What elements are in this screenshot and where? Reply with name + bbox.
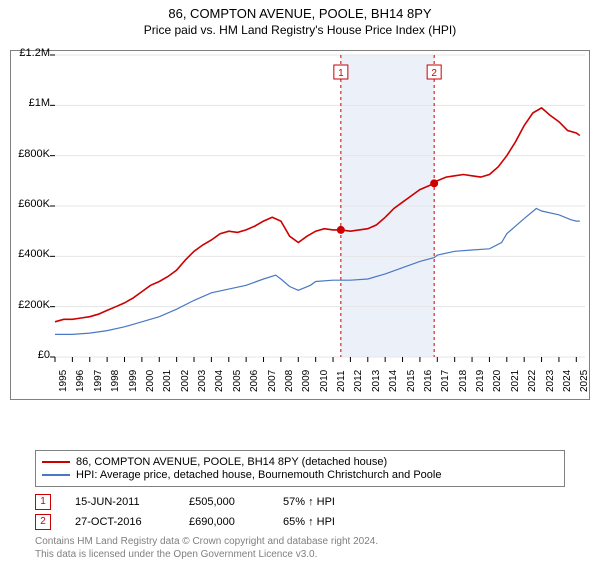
chart-container: 86, COMPTON AVENUE, POOLE, BH14 8PY Pric… — [0, 6, 600, 566]
x-tick-label: 2025 — [579, 370, 590, 392]
legend-item-property: 86, COMPTON AVENUE, POOLE, BH14 8PY (det… — [42, 456, 558, 468]
sale-price-1: £505,000 — [189, 496, 279, 508]
legend-label-property: 86, COMPTON AVENUE, POOLE, BH14 8PY (det… — [76, 456, 387, 468]
x-tick-label: 2004 — [214, 370, 225, 392]
x-tick-label: 1997 — [93, 370, 104, 392]
legend-item-hpi: HPI: Average price, detached house, Bour… — [42, 469, 558, 481]
x-tick-label: 2024 — [562, 370, 573, 392]
x-tick-label: 2021 — [510, 370, 521, 392]
svg-text:2: 2 — [431, 68, 437, 79]
x-tick-label: 2022 — [527, 370, 538, 392]
sale-row-2: 2 27-OCT-2016 £690,000 65% ↑ HPI — [35, 514, 383, 530]
y-tick-label: £1.2M — [14, 47, 50, 59]
x-tick-label: 2001 — [162, 370, 173, 392]
chart-subtitle: Price paid vs. HM Land Registry's House … — [0, 23, 600, 37]
x-tick-label: 2003 — [197, 370, 208, 392]
y-tick-label: £800K — [14, 148, 50, 160]
x-tick-label: 2006 — [249, 370, 260, 392]
x-tick-label: 2017 — [440, 370, 451, 392]
chart-svg: 12 — [11, 51, 589, 399]
x-tick-label: 2000 — [145, 370, 156, 392]
x-tick-label: 2005 — [232, 370, 243, 392]
x-tick-label: 2002 — [180, 370, 191, 392]
x-tick-label: 1998 — [110, 370, 121, 392]
x-tick-label: 2007 — [267, 370, 278, 392]
y-tick-label: £1M — [14, 97, 50, 109]
sale-date-1: 15-JUN-2011 — [75, 496, 185, 508]
x-tick-label: 2018 — [458, 370, 469, 392]
x-tick-label: 2016 — [423, 370, 434, 392]
y-tick-label: £0 — [14, 349, 50, 361]
x-tick-label: 2010 — [319, 370, 330, 392]
footer-attribution: Contains HM Land Registry data © Crown c… — [35, 536, 378, 561]
x-tick-label: 1996 — [75, 370, 86, 392]
svg-text:1: 1 — [338, 68, 344, 79]
legend-swatch-hpi — [42, 474, 70, 476]
sale-pct-1: 57% ↑ HPI — [283, 496, 383, 508]
x-tick-label: 2023 — [545, 370, 556, 392]
sale-row-1: 1 15-JUN-2011 £505,000 57% ↑ HPI — [35, 494, 383, 510]
x-tick-label: 2020 — [492, 370, 503, 392]
x-tick-label: 2008 — [284, 370, 295, 392]
legend-label-hpi: HPI: Average price, detached house, Bour… — [76, 469, 441, 481]
x-tick-label: 2015 — [406, 370, 417, 392]
x-tick-label: 2014 — [388, 370, 399, 392]
footer-line2: This data is licensed under the Open Gov… — [35, 549, 378, 562]
legend-swatch-property — [42, 461, 70, 463]
y-tick-label: £600K — [14, 198, 50, 210]
legend-box: 86, COMPTON AVENUE, POOLE, BH14 8PY (det… — [35, 450, 565, 487]
y-tick-label: £200K — [14, 299, 50, 311]
x-tick-label: 2009 — [301, 370, 312, 392]
sale-price-2: £690,000 — [189, 516, 279, 528]
sale-pct-2: 65% ↑ HPI — [283, 516, 383, 528]
footer-line1: Contains HM Land Registry data © Crown c… — [35, 536, 378, 549]
x-tick-label: 1999 — [128, 370, 139, 392]
y-tick-label: £400K — [14, 248, 50, 260]
x-tick-label: 2019 — [475, 370, 486, 392]
sale-marker-2: 2 — [35, 514, 51, 530]
x-tick-label: 1995 — [58, 370, 69, 392]
x-tick-label: 2013 — [371, 370, 382, 392]
sale-marker-1: 1 — [35, 494, 51, 510]
x-tick-label: 2012 — [353, 370, 364, 392]
x-tick-label: 2011 — [336, 370, 347, 392]
sale-date-2: 27-OCT-2016 — [75, 516, 185, 528]
chart-title: 86, COMPTON AVENUE, POOLE, BH14 8PY — [0, 6, 600, 21]
chart-frame: 12 — [10, 50, 590, 400]
